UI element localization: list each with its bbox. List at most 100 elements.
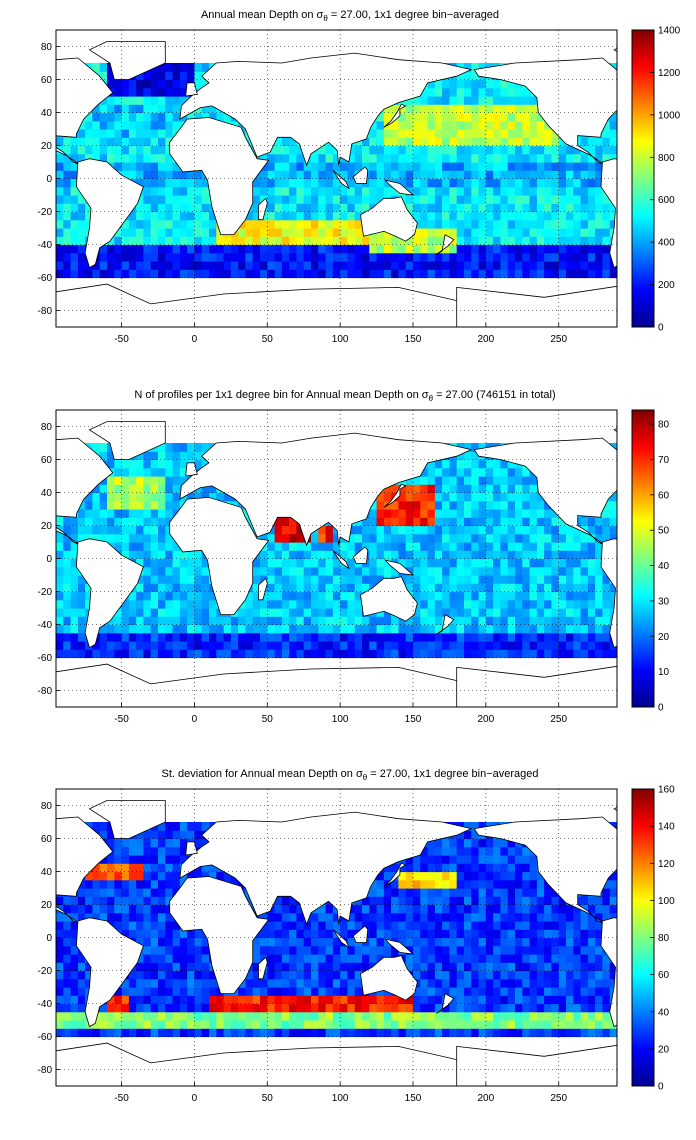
field-cell [172, 170, 181, 180]
field-cell [114, 96, 123, 105]
field-cell [143, 71, 152, 81]
field-cell [311, 583, 319, 593]
field-cell [340, 575, 348, 584]
field-cell [536, 162, 545, 171]
field-cell [245, 624, 254, 634]
field-cell [456, 517, 465, 527]
field-cell [405, 476, 414, 485]
field-cell [252, 203, 261, 213]
field-cell [442, 153, 450, 163]
field-cell [602, 525, 611, 535]
field-cell [544, 575, 552, 584]
field-cell [150, 1003, 159, 1013]
field-cell [493, 641, 501, 650]
field-cell [420, 195, 429, 204]
field-cell [449, 269, 458, 279]
field-cell [150, 995, 159, 1005]
field-cell [267, 937, 276, 947]
field-cell [507, 467, 516, 477]
field-cell [187, 608, 195, 617]
field-cell [587, 550, 596, 560]
field-cell [413, 608, 421, 617]
field-cell [566, 632, 574, 642]
field-cell [485, 252, 494, 262]
field-cell [289, 649, 297, 659]
field-cell [99, 509, 108, 518]
field-cell [56, 219, 64, 229]
field-cell [493, 162, 501, 171]
field-cell [252, 244, 261, 254]
field-cell [456, 153, 465, 163]
field-cell [179, 830, 188, 840]
field-cell [376, 236, 385, 246]
field-cell [434, 550, 443, 560]
landmass [600, 538, 617, 649]
field-cell [595, 616, 603, 626]
field-cell [143, 879, 152, 889]
field-cell [449, 550, 458, 560]
field-cell [143, 476, 152, 485]
field-cell [595, 244, 603, 254]
field-cell [507, 261, 516, 270]
field-cell [311, 566, 319, 576]
field-cell [194, 937, 203, 947]
field-cell [398, 137, 407, 147]
field-cell [172, 443, 181, 452]
field-cell [566, 219, 574, 229]
field-cell [434, 616, 443, 626]
field-cell [158, 1011, 166, 1021]
field-cell [107, 1020, 115, 1029]
field-cell [194, 178, 203, 188]
field-cell [99, 624, 108, 634]
field-cell [536, 129, 545, 138]
field-cell [464, 649, 472, 659]
field-cell [289, 566, 297, 576]
field-cell [267, 236, 276, 246]
field-cell [456, 236, 465, 246]
field-cell [179, 929, 188, 939]
field-cell [194, 195, 203, 204]
field-cell [325, 219, 334, 229]
field-cell [311, 252, 319, 262]
field-cell [383, 252, 392, 262]
field-cell [405, 525, 414, 535]
field-cell [478, 145, 487, 155]
field-cell [114, 104, 123, 114]
field-cell [128, 484, 137, 494]
field-cell [318, 228, 327, 237]
field-cell [63, 987, 72, 996]
field-cell [318, 153, 327, 163]
field-cell [172, 558, 181, 568]
field-cell [260, 616, 268, 626]
field-cell [143, 261, 152, 270]
field-cell [587, 195, 596, 204]
field-cell [434, 79, 443, 89]
field-cell [187, 236, 195, 246]
field-cell [289, 203, 297, 213]
field-cell [544, 616, 552, 626]
field-cell [376, 641, 385, 650]
field-cell [405, 186, 414, 196]
field-cell [383, 162, 392, 171]
field-cell [136, 921, 144, 930]
field-cell [187, 995, 195, 1005]
field-cell [165, 591, 174, 601]
field-cell [289, 244, 297, 254]
field-cell [551, 591, 560, 601]
field-cell [515, 558, 523, 568]
field-cell [63, 896, 72, 906]
field-cell [165, 509, 174, 518]
field-cell [143, 459, 152, 469]
field-cell [281, 608, 290, 617]
landmass [56, 437, 114, 546]
field-cell [150, 830, 159, 840]
field-cell [150, 236, 159, 246]
field-cell [136, 211, 144, 221]
field-cell [573, 616, 582, 626]
field-cell [434, 566, 443, 576]
field-cell [595, 533, 603, 543]
field-cell [238, 649, 246, 659]
field-cell [522, 244, 531, 254]
field-cell [522, 145, 531, 155]
field-cell [318, 558, 327, 568]
